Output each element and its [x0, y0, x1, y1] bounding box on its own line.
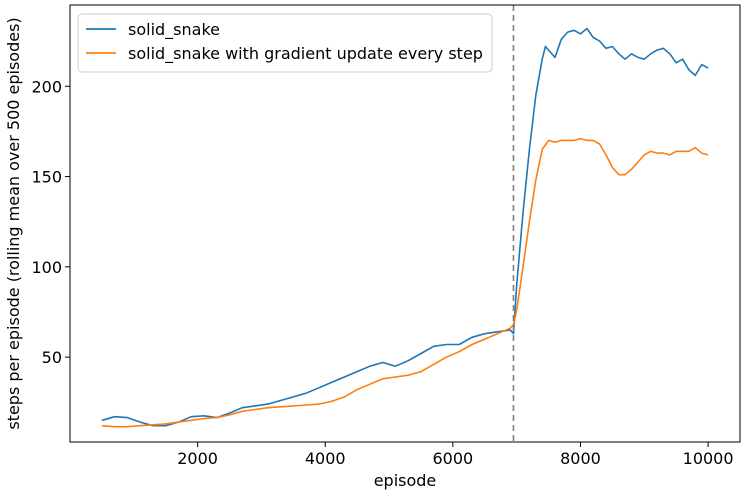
series-line-1: [101, 27, 709, 427]
x-tick-label: 8000: [560, 449, 601, 468]
series-line-2: [101, 137, 709, 428]
plot-frame: [69, 4, 741, 443]
y-tick-label: 150: [31, 168, 62, 187]
legend-label-1: solid_snake: [128, 20, 220, 40]
y-tick-label: 200: [31, 77, 62, 96]
y-axis-label: steps per episode (rolling mean over 500…: [4, 17, 23, 429]
x-tick-label: 6000: [432, 449, 473, 468]
legend: solid_snake solid_snake with gradient upd…: [77, 13, 493, 73]
legend-box: [77, 13, 493, 73]
x-tick-label: 4000: [305, 449, 346, 468]
x-tick-label: 2000: [177, 449, 218, 468]
x-tick-label: 10000: [683, 449, 734, 468]
plot-area: [101, 5, 709, 442]
x-axis-label: episode: [374, 471, 437, 490]
y-tick-label: 50: [42, 348, 62, 367]
y-axis: 50 100 150 200: [31, 77, 70, 367]
legend-label-2: solid_snake with gradient update every s…: [128, 44, 483, 64]
x-axis: 2000 4000 6000 8000 10000: [177, 442, 734, 468]
y-tick-label: 100: [31, 258, 62, 277]
